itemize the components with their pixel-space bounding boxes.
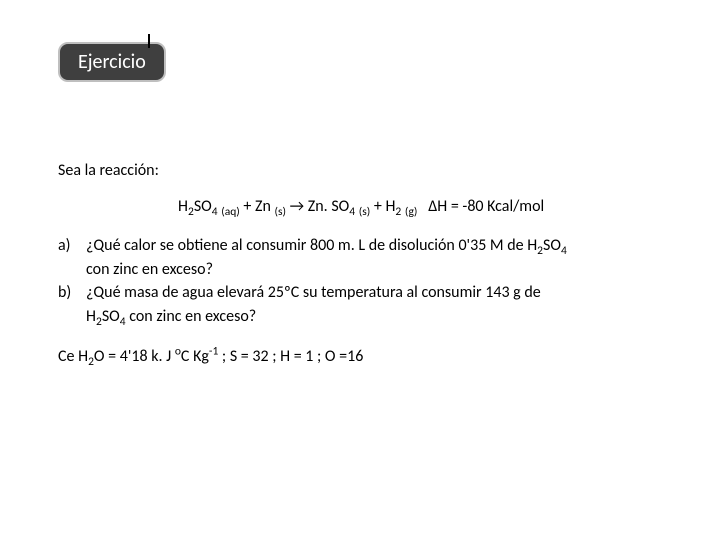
- species-h2so4-so: SO: [194, 197, 212, 216]
- state-aq: (aq): [221, 205, 240, 219]
- question-a-label: a): [58, 235, 86, 257]
- foot-ce-h: Ce H: [58, 347, 88, 366]
- question-b-row: b) ¿Qué masa de agua elevará 25ºC su tem…: [58, 282, 680, 304]
- intro-text: Sea la reacción:: [58, 160, 680, 182]
- foot-mid: O = 4'18 k. J: [94, 347, 175, 366]
- state-g: (g): [405, 205, 417, 219]
- plus-h2: + H: [374, 197, 396, 216]
- question-a-line1: ¿Qué calor se obtiene al consumir 800 m.…: [86, 235, 680, 257]
- reaction-equation: H2SO4 (aq) + Zn (s) → Zn. SO4 (s) + H2 (…: [178, 196, 680, 218]
- delta-symbol: Δ: [428, 197, 437, 216]
- species-h2-sub: 2: [395, 205, 401, 219]
- delta-h-value: H = -80 Kcal/mol: [437, 197, 544, 216]
- species-h2so4-h: H: [178, 197, 188, 216]
- qa-text-2: SO: [543, 236, 561, 255]
- foot-masses: ; S = 32 ; H = 1 ; O =16: [218, 347, 363, 366]
- species-znso4-sub: 4: [349, 205, 355, 219]
- question-b-label: b): [58, 282, 86, 304]
- state-s1: (s): [275, 205, 287, 219]
- qb-so: SO: [102, 307, 120, 326]
- footnote-data: Ce H2O = 4'18 k. J oC Kg-1 ; S = 32 ; H …: [58, 346, 680, 368]
- plus-zn: + Zn: [243, 197, 270, 216]
- exercise-title: Ejercicio: [78, 50, 146, 74]
- content-area: Sea la reacción: H2SO4 (aq) + Zn (s) → Z…: [58, 160, 680, 367]
- foot-ckg: C Kg: [181, 347, 209, 366]
- question-b-line1: ¿Qué masa de agua elevará 25ºC su temper…: [86, 282, 680, 304]
- qa-sub2: 4: [561, 244, 567, 258]
- question-b-line2: H2SO4 con zinc en exceso?: [86, 306, 680, 328]
- question-list: a) ¿Qué calor se obtiene al consumir 800…: [58, 235, 680, 327]
- qb-h: H: [86, 307, 96, 326]
- exercise-title-box: Ejercicio: [58, 42, 166, 82]
- question-a-line2: con zinc en exceso?: [86, 259, 680, 281]
- question-a-row: a) ¿Qué calor se obtiene al consumir 800…: [58, 235, 680, 257]
- arrow-icon: →: [290, 197, 304, 216]
- species-h2so4-sub2: 4: [212, 205, 218, 219]
- foot-sup-neg1: -1: [209, 344, 218, 358]
- species-znso4: Zn. SO: [308, 197, 350, 216]
- qa-text-1: ¿Qué calor se obtiene al consumir 800 m.…: [86, 236, 537, 255]
- state-s2: (s): [359, 205, 371, 219]
- qb-tail: con zinc en exceso?: [126, 307, 257, 326]
